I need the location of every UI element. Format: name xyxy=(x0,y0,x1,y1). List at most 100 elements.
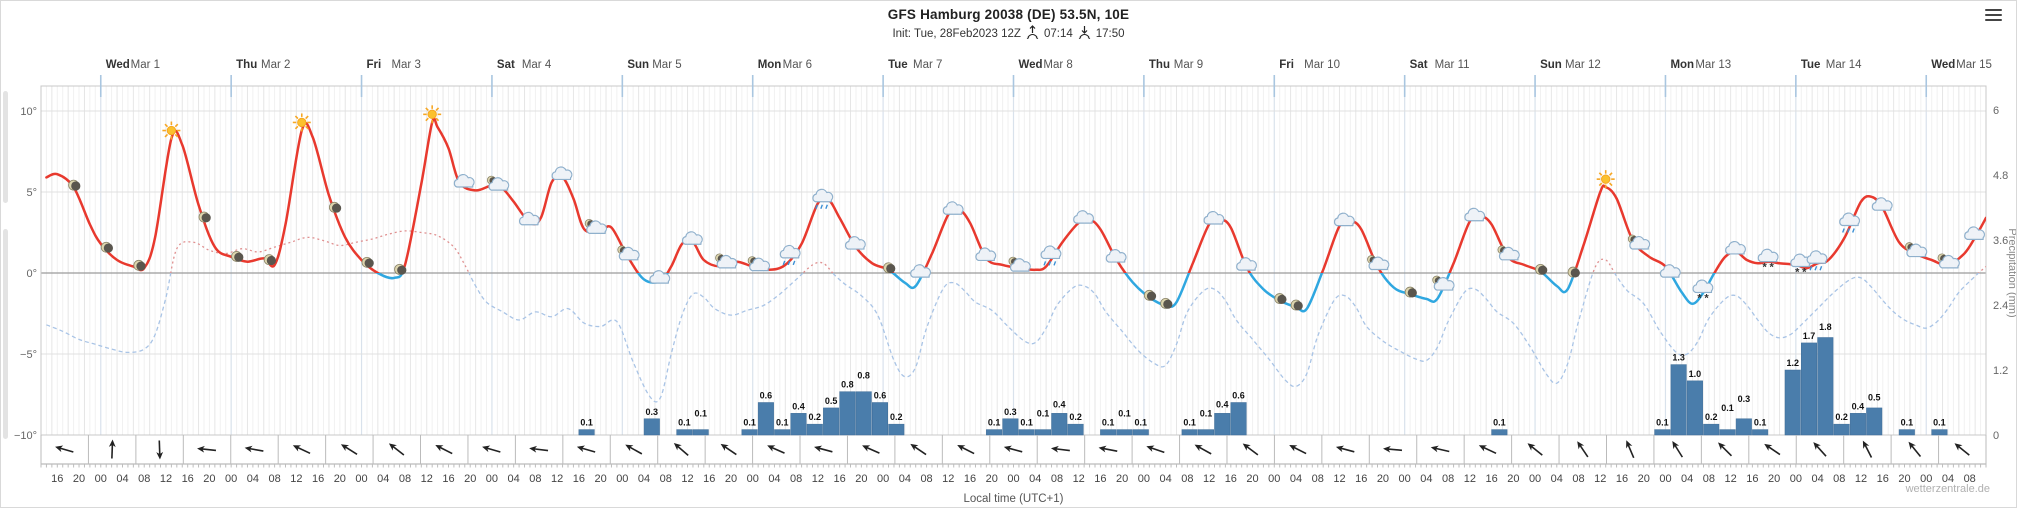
day-label-dow: Tue xyxy=(1801,59,1821,71)
precip-bar xyxy=(790,413,807,436)
sun-disc xyxy=(1600,174,1611,184)
time-tick-label: 16 xyxy=(1746,473,1758,485)
precip-bar xyxy=(692,429,709,436)
time-tick-label: 16 xyxy=(51,473,63,485)
cloud-icon xyxy=(1333,212,1355,227)
wind-arrow-shaft xyxy=(677,445,689,457)
moon-icon xyxy=(133,259,146,271)
moon-shadow xyxy=(886,263,896,274)
wind-arrow-shaft xyxy=(1340,447,1355,453)
precip-bar xyxy=(871,402,888,436)
precip-value-label: 0.4 xyxy=(1852,401,1865,411)
time-tick-label: 00 xyxy=(1007,473,1019,485)
wind-arrow-shaft xyxy=(439,446,453,455)
hamburger-menu-icon[interactable] xyxy=(1985,9,2002,22)
time-tick-label: 12 xyxy=(1464,473,1476,485)
time-tick-label: 08 xyxy=(1833,473,1845,485)
cloud-shape xyxy=(1871,197,1893,211)
time-tick-label: 00 xyxy=(225,473,237,485)
time-tick-label: 20 xyxy=(1768,473,1780,485)
rain-drop xyxy=(1809,266,1813,271)
snow-flake: * xyxy=(1802,267,1807,279)
wind-arrow xyxy=(1003,445,1023,453)
temperature-curve-above-zero xyxy=(45,117,1986,273)
day-label-dow: Wed xyxy=(1931,59,1955,71)
wind-arrow-head xyxy=(482,445,491,453)
day-label-dow: Thu xyxy=(236,59,257,71)
moon-icon xyxy=(231,251,244,262)
day-label-dow: Sun xyxy=(1540,59,1562,71)
time-tick-label: 04 xyxy=(247,473,259,485)
moon-icon xyxy=(394,263,407,275)
time-tick-label: 20 xyxy=(1898,473,1910,485)
wind-arrow-shaft xyxy=(486,447,501,453)
precip-bar xyxy=(1801,342,1818,436)
precip-value-label: 0.1 xyxy=(1200,409,1213,419)
wind-arrow xyxy=(767,445,785,454)
cloud-shape xyxy=(1009,258,1031,272)
moon-icon xyxy=(263,254,276,266)
day-label-dow: Wed xyxy=(1019,59,1043,71)
time-tick-label: 20 xyxy=(1116,473,1128,485)
precip-bar xyxy=(839,391,856,436)
day-label-date: Mar 8 xyxy=(1043,59,1072,71)
precip-value-label: 0.1 xyxy=(988,418,1001,428)
time-tick-label: 12 xyxy=(1333,473,1345,485)
precip-bar xyxy=(1833,423,1850,436)
moon-shadow xyxy=(1163,299,1173,309)
precip-bar xyxy=(1230,402,1247,436)
moon-shadow xyxy=(266,255,276,266)
day-label-date: Mar 13 xyxy=(1695,59,1731,71)
cloud-rain-icon xyxy=(812,188,834,209)
precip-bar xyxy=(1849,413,1866,436)
precip-value-label: 0.1 xyxy=(776,418,789,428)
precip-bar xyxy=(1214,413,1231,436)
cloud-icon xyxy=(1073,210,1094,224)
precip-bar xyxy=(1034,429,1051,436)
wind-arrow-head xyxy=(1050,445,1059,453)
wind-arrow-head xyxy=(244,445,253,453)
wind-arrow xyxy=(576,445,596,453)
precip-value-label: 0.5 xyxy=(825,396,838,406)
wind-arrow-head xyxy=(910,443,919,451)
time-tick-label: 16 xyxy=(573,473,585,485)
wind-arrow-shaft xyxy=(629,446,643,455)
wind-arrow-shaft xyxy=(1483,446,1497,455)
wind-arrow xyxy=(244,445,264,453)
time-tick-label: 04 xyxy=(638,473,650,485)
wind-arrow-shaft xyxy=(1911,445,1922,457)
precip-bar xyxy=(1100,429,1117,436)
day-label-date: Mar 3 xyxy=(391,59,420,71)
wind-arrow xyxy=(1527,443,1543,456)
wind-arrow-head xyxy=(1862,440,1870,449)
rain-drop xyxy=(1048,261,1052,266)
precip-bar xyxy=(774,429,791,436)
precip-bar xyxy=(1132,429,1149,436)
sun-ray xyxy=(425,107,429,112)
sun-disc xyxy=(166,125,177,136)
sun-ray xyxy=(305,125,309,130)
time-tick-label: 12 xyxy=(1594,473,1606,485)
wind-arrow-head xyxy=(1383,445,1391,453)
moon-shadow xyxy=(331,203,342,213)
cloud-shape xyxy=(649,270,671,284)
time-tick-label: 12 xyxy=(942,473,954,485)
moon-icon xyxy=(198,211,211,223)
wind-arrow-head xyxy=(1478,445,1488,452)
time-tick-label: 12 xyxy=(1073,473,1085,485)
wind-arrow xyxy=(720,443,737,456)
cloud-moon-icon xyxy=(584,218,608,234)
moon-shadow xyxy=(1538,265,1548,275)
precip-bar xyxy=(1654,429,1671,436)
cloud-moon-icon xyxy=(1497,245,1520,261)
day-label-dow: Sat xyxy=(1410,59,1428,71)
precip-bar xyxy=(1491,429,1508,436)
precip-bar xyxy=(1931,429,1948,436)
day-label-date: Mar 1 xyxy=(131,59,160,71)
day-header: Wed Mar 1 Thu Mar 2 Fri Mar 3 Sat Mar 4 Sun Mar 5… xyxy=(99,59,1992,97)
wind-arrow-head xyxy=(1908,441,1916,450)
wind-arrow xyxy=(1242,443,1259,456)
cloud-rain-icon xyxy=(1839,212,1861,233)
wind-arrow-shaft xyxy=(1103,447,1118,453)
moon-shadow xyxy=(234,252,244,262)
